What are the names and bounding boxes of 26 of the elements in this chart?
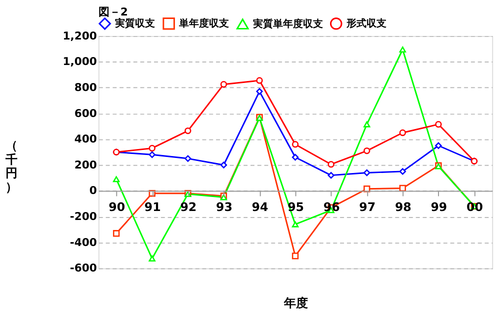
x-tick-label: 94 (252, 200, 268, 214)
x-axis-title: 年度 (282, 296, 308, 310)
legend-label: 単年度収支 (178, 18, 230, 30)
x-tick-label: 90 (108, 200, 126, 214)
x-tick-label: 91 (144, 200, 161, 214)
y-tick-label: 0 (89, 184, 97, 198)
y-tick-label: -400 (70, 236, 97, 249)
x-tick-label: 92 (180, 200, 197, 214)
y-tick-label: 200 (74, 158, 97, 172)
y-axis-title: （千円） (4, 138, 18, 194)
x-tick-label: 98 (394, 200, 412, 214)
x-tick-label: 99 (430, 200, 448, 214)
y-tick-label: 1,200 (62, 29, 97, 42)
y-tick-label: -600 (70, 262, 97, 275)
x-tick-label: 97 (359, 200, 376, 214)
y-tick-label: 1,000 (62, 55, 97, 68)
x-tick-label: 00 (466, 200, 483, 214)
y-tick-label: 800 (74, 81, 97, 94)
y-tick-label: -200 (70, 210, 97, 224)
chart-title: 図－2 (98, 5, 128, 18)
y-tick-label: 600 (74, 106, 97, 120)
x-tick-label: 93 (216, 200, 232, 214)
legend-label: 実質収支 (114, 18, 156, 30)
legend-label: 実質単年度収支 (252, 18, 323, 30)
legend-label: 形式収支 (345, 18, 386, 30)
y-tick-label: 400 (74, 132, 97, 146)
